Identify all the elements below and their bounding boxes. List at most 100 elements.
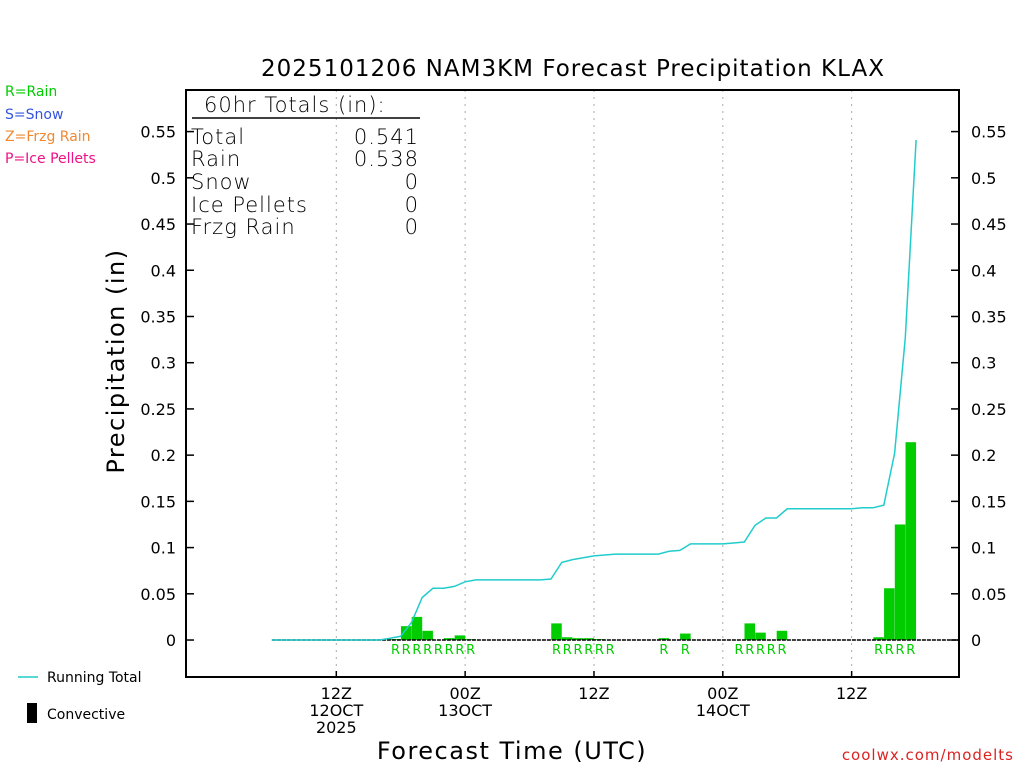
- type-label-16: R: [434, 643, 443, 658]
- type-label-44: R: [734, 643, 743, 658]
- type-label-60: R: [906, 643, 915, 658]
- bar-59: [894, 524, 906, 641]
- type-label-48: R: [777, 643, 786, 658]
- type-label-58: R: [885, 643, 894, 658]
- totals-box: 60hr Totals (in): Total 0.541 Rain 0.538…: [191, 93, 420, 239]
- ytick-label-right-0: 0: [971, 631, 981, 650]
- bar-15: [422, 630, 433, 641]
- bar-27: [551, 623, 562, 641]
- bar-60: [905, 442, 917, 641]
- type-label-45: R: [745, 643, 754, 658]
- ytick-label-left-5: 0.25: [140, 400, 176, 419]
- ytick-label-right-6: 0.3: [971, 354, 996, 373]
- credit-text: coolwx.com/modelts: [842, 746, 1014, 764]
- type-label-18: R: [455, 643, 464, 658]
- totals-label-ice-pellets: Ice Pellets: [191, 193, 308, 217]
- ytick-label-left-4: 0.2: [151, 446, 176, 465]
- type-label-19: R: [466, 643, 475, 658]
- bar-series: [390, 442, 917, 641]
- type-label-32: R: [606, 643, 615, 658]
- ytick-label-right-2: 0.1: [971, 539, 996, 558]
- ytick-label-right-9: 0.45: [971, 215, 1007, 234]
- bar-17: [443, 638, 455, 641]
- type-label-15: R: [423, 643, 432, 658]
- xtick-label-3-1: 14OCT: [696, 701, 750, 720]
- type-label-57: R: [874, 643, 883, 658]
- ytick-label-left-11: 0.55: [140, 123, 176, 142]
- totals-value-snow: 0: [405, 170, 419, 194]
- convective-legend-swatch: [27, 703, 37, 723]
- ytick-label-right-5: 0.25: [971, 400, 1007, 419]
- bar-29: [572, 638, 584, 641]
- type-label-27: R: [552, 643, 561, 658]
- bar-14: [411, 616, 423, 641]
- ytick-label-right-8: 0.4: [971, 261, 996, 280]
- convective-legend-label: Convective: [47, 707, 125, 723]
- bar-13: [400, 626, 412, 641]
- xtick-label-1-1: 13OCT: [438, 701, 492, 720]
- totals-label-frzg-rain: Frzg Rain: [191, 215, 296, 239]
- xtick-label-0-0: 12Z: [321, 684, 352, 703]
- bar-57: [873, 637, 884, 641]
- y-ticks: 0 00.05 0.050.1 0.10.15 0.150.2 0.20.25 0.250.…: [140, 123, 1006, 650]
- bar-28: [561, 637, 573, 641]
- legend-snow: S=Snow: [5, 107, 63, 123]
- totals-value-total: 0.541: [354, 125, 419, 149]
- xtick-label-0-1: 12OCT: [309, 701, 363, 720]
- ytick-label-right-1: 0.05: [971, 585, 1007, 604]
- ytick-label-left-10: 0.5: [151, 169, 176, 188]
- totals-header: 60hr Totals (in):: [204, 93, 386, 117]
- type-label-14: R: [412, 643, 421, 658]
- ytick-label-right-10: 0.5: [971, 169, 996, 188]
- bar-39: [680, 633, 691, 641]
- legend-rain: R=Rain: [5, 84, 57, 100]
- ytick-label-left-2: 0.1: [151, 539, 176, 558]
- totals-value-frzg-rain: 0: [405, 215, 419, 239]
- type-label-17: R: [445, 643, 454, 658]
- ytick-label-right-3: 0.15: [971, 492, 1007, 511]
- xtick-label-2-0: 12Z: [578, 684, 609, 703]
- precip-type-legend: R=Rain S=Snow Z=Frzg Rain P=Ice Pellets: [5, 84, 96, 167]
- bar-48: [776, 630, 788, 641]
- type-label-59: R: [896, 643, 905, 658]
- totals-value-ice-pellets: 0: [405, 193, 419, 217]
- bar-37: [658, 638, 670, 641]
- bar-46: [755, 632, 766, 641]
- legend-ice-pellets: P=Ice Pellets: [5, 151, 96, 167]
- type-label-13: R: [402, 643, 411, 658]
- ytick-label-left-3: 0.15: [140, 492, 176, 511]
- ytick-label-left-9: 0.45: [140, 215, 176, 234]
- type-label-28: R: [563, 643, 572, 658]
- ytick-label-left-8: 0.4: [151, 261, 176, 280]
- running-total-legend-label: Running Total: [47, 670, 142, 686]
- ytick-label-left-1: 0.05: [140, 585, 176, 604]
- plot-frame: [185, 89, 960, 678]
- totals-label-total: Total: [191, 125, 245, 149]
- ytick-label-right-11: 0.55: [971, 123, 1007, 142]
- series-legend: Running Total Convective: [18, 670, 142, 723]
- bar-18: [454, 635, 466, 641]
- type-label-47: R: [767, 643, 776, 658]
- bar-45: [744, 623, 756, 641]
- legend-frzg-rain: Z=Frzg Rain: [5, 129, 91, 145]
- ytick-label-left-0: 0: [166, 631, 176, 650]
- ytick-label-left-7: 0.35: [140, 307, 176, 326]
- bar-58: [884, 588, 895, 641]
- type-label-12: R: [391, 643, 400, 658]
- ytick-label-right-7: 0.35: [971, 307, 1007, 326]
- chart-title: 2025101206 NAM3KM Forecast Precipitation…: [261, 56, 885, 82]
- ytick-label-right-4: 0.2: [971, 446, 996, 465]
- type-label-31: R: [595, 643, 604, 658]
- x-axis-label: Forecast Time (UTC): [377, 737, 647, 765]
- totals-label-snow: Snow: [191, 170, 252, 194]
- bar-30: [583, 638, 594, 641]
- type-label-39: R: [681, 643, 690, 658]
- type-label-29: R: [573, 643, 582, 658]
- type-label-30: R: [584, 643, 593, 658]
- type-label-46: R: [756, 643, 765, 658]
- totals-label-rain: Rain: [191, 147, 241, 171]
- xtick-label-3-0: 00Z: [707, 684, 738, 703]
- totals-value-rain: 0.538: [354, 147, 419, 171]
